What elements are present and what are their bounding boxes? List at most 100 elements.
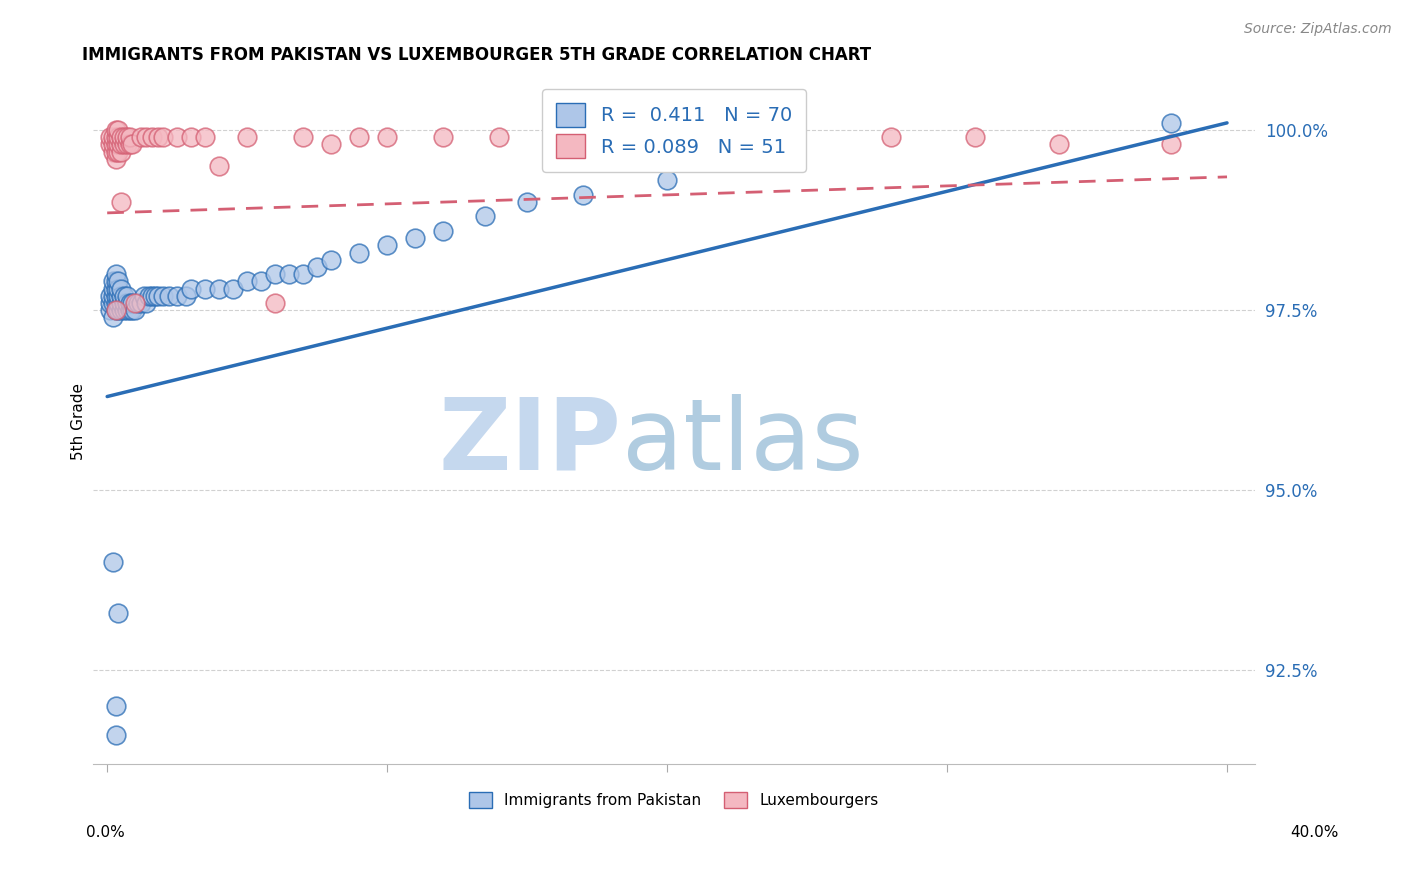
Point xyxy=(474,210,496,224)
Point xyxy=(236,130,259,145)
Point xyxy=(118,137,141,152)
Point xyxy=(104,303,127,318)
Point xyxy=(101,281,124,295)
Point xyxy=(180,281,202,295)
Point xyxy=(107,137,129,152)
Point xyxy=(404,231,426,245)
Point xyxy=(110,289,132,303)
Point xyxy=(98,303,121,318)
Point xyxy=(292,267,315,281)
Point xyxy=(768,130,790,145)
Point xyxy=(208,159,231,173)
Point xyxy=(98,130,121,145)
Point xyxy=(98,296,121,310)
Point xyxy=(432,130,454,145)
Point xyxy=(152,289,174,303)
Point xyxy=(112,303,135,318)
Point xyxy=(112,137,135,152)
Point xyxy=(104,289,127,303)
Text: ZIP: ZIP xyxy=(439,393,621,491)
Point xyxy=(121,296,143,310)
Point xyxy=(104,699,127,714)
Point xyxy=(115,130,138,145)
Point xyxy=(143,289,166,303)
Point xyxy=(174,289,197,303)
Point xyxy=(107,145,129,159)
Point xyxy=(138,289,160,303)
Point xyxy=(121,303,143,318)
Point xyxy=(110,195,132,210)
Point xyxy=(110,145,132,159)
Point xyxy=(98,289,121,303)
Point xyxy=(127,296,149,310)
Point xyxy=(347,130,370,145)
Point xyxy=(375,130,398,145)
Point xyxy=(1160,116,1182,130)
Point xyxy=(98,137,121,152)
Point xyxy=(104,274,127,288)
Point xyxy=(124,296,146,310)
Point xyxy=(118,303,141,318)
Point xyxy=(115,137,138,152)
Point xyxy=(101,310,124,325)
Point xyxy=(135,130,157,145)
Point xyxy=(104,303,127,318)
Point xyxy=(347,245,370,260)
Point xyxy=(236,274,259,288)
Point xyxy=(307,260,329,274)
Point xyxy=(101,289,124,303)
Point xyxy=(104,281,127,295)
Point xyxy=(101,296,124,310)
Point xyxy=(112,130,135,145)
Point xyxy=(1047,137,1070,152)
Point xyxy=(278,267,301,281)
Point xyxy=(129,130,152,145)
Point xyxy=(655,173,678,187)
Point xyxy=(129,296,152,310)
Point xyxy=(264,267,287,281)
Point xyxy=(222,281,245,295)
Point xyxy=(264,296,287,310)
Point xyxy=(572,187,595,202)
Text: Source: ZipAtlas.com: Source: ZipAtlas.com xyxy=(1244,22,1392,37)
Point xyxy=(107,274,129,288)
Point xyxy=(101,130,124,145)
Point xyxy=(104,137,127,152)
Point xyxy=(104,123,127,137)
Point xyxy=(135,296,157,310)
Point xyxy=(141,289,163,303)
Point xyxy=(104,296,127,310)
Point xyxy=(208,281,231,295)
Point xyxy=(963,130,986,145)
Point xyxy=(107,606,129,620)
Point xyxy=(107,303,129,318)
Point xyxy=(101,137,124,152)
Y-axis label: 5th Grade: 5th Grade xyxy=(72,384,86,460)
Point xyxy=(194,281,217,295)
Text: IMMIGRANTS FROM PAKISTAN VS LUXEMBOURGER 5TH GRADE CORRELATION CHART: IMMIGRANTS FROM PAKISTAN VS LUXEMBOURGER… xyxy=(82,46,870,64)
Point xyxy=(488,130,510,145)
Point xyxy=(104,728,127,742)
Point xyxy=(146,289,169,303)
Point xyxy=(118,130,141,145)
Point xyxy=(110,296,132,310)
Point xyxy=(101,274,124,288)
Point xyxy=(880,130,903,145)
Point xyxy=(107,123,129,137)
Point xyxy=(110,303,132,318)
Point xyxy=(104,130,127,145)
Point xyxy=(132,289,155,303)
Legend: Immigrants from Pakistan, Luxembourgers: Immigrants from Pakistan, Luxembourgers xyxy=(463,786,884,814)
Point xyxy=(107,130,129,145)
Point xyxy=(194,130,217,145)
Point xyxy=(141,130,163,145)
Point xyxy=(166,289,188,303)
Point xyxy=(101,555,124,569)
Point xyxy=(432,224,454,238)
Point xyxy=(516,195,538,210)
Point xyxy=(110,281,132,295)
Point xyxy=(110,130,132,145)
Point xyxy=(146,130,169,145)
Point xyxy=(544,130,567,145)
Point xyxy=(292,130,315,145)
